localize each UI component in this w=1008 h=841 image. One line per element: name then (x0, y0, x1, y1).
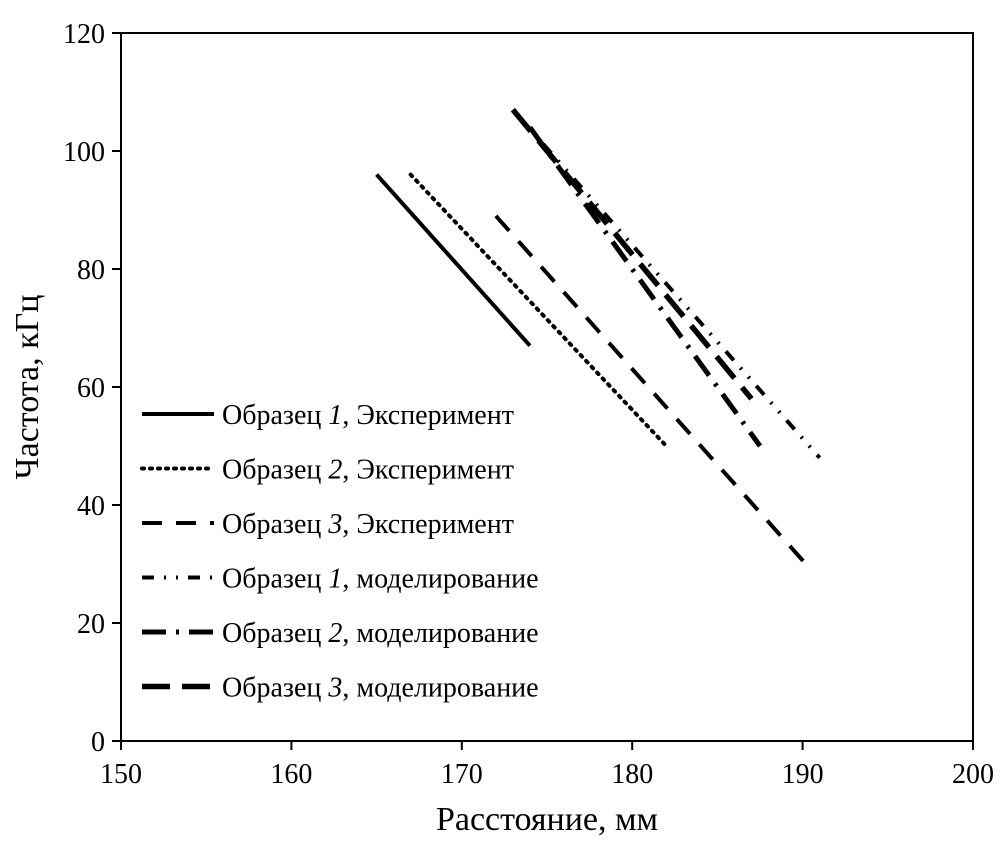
legend-label-number: 2 (328, 618, 342, 649)
legend-label-suffix: , Эксперимент (342, 455, 514, 486)
legend-label-prefix: Образец (222, 673, 328, 704)
y-tick-label: 100 (63, 137, 105, 168)
legend-label-3: Образец 3, Эксперимент (222, 509, 514, 540)
series-line-1 (375, 173, 532, 348)
x-tick-label: 190 (782, 759, 824, 790)
y-tick-label: 120 (63, 19, 105, 50)
legend-label-number: 3 (327, 509, 342, 540)
legend-label-1: Образец 1, Эксперимент (222, 400, 514, 431)
x-axis-label: Расстояние, мм (436, 801, 658, 838)
legend-label-prefix: Образец (222, 509, 328, 540)
axis-ticks: 150 160 170 180 190 200 0 20 40 60 80 100 120 (63, 19, 994, 790)
legend-label-suffix: , моделирование (342, 673, 538, 704)
x-tick-label: 150 (100, 759, 142, 790)
legend-label-4: Образец 1, моделирование (222, 564, 539, 595)
legend-label-prefix: Образец (222, 400, 328, 431)
series-line-3 (494, 214, 813, 572)
legend-label-number: 3 (327, 673, 342, 704)
x-tick-label: 180 (611, 759, 653, 790)
x-tick-label: 170 (441, 759, 483, 790)
series-line-6 (510, 107, 754, 401)
legend-label-prefix: Образец (222, 455, 328, 486)
legend-label-suffix: , Эксперимент (342, 400, 514, 431)
legend-label-2: Образец 2, Эксперимент (222, 455, 514, 486)
series-line-4 (511, 108, 822, 460)
legend-label-5: Образец 2, моделирование (222, 618, 539, 649)
legend-label-suffix: , Эксперимент (342, 509, 514, 540)
y-tick-label: 20 (77, 609, 105, 640)
y-tick-label: 0 (91, 727, 105, 758)
legend-label-prefix: Образец (222, 564, 328, 595)
x-tick-label: 200 (952, 759, 994, 790)
legend-label-prefix: Образец (222, 618, 328, 649)
legend-label-number: 2 (328, 455, 342, 486)
legend-label-6: Образец 3, моделирование (222, 673, 539, 704)
y-axis-label: Частота, кГц (9, 295, 46, 480)
y-tick-label: 80 (77, 255, 105, 286)
series-line-2 (408, 172, 669, 448)
series-lines (375, 107, 822, 572)
legend-label-number: 1 (328, 564, 342, 595)
x-tick-label: 160 (270, 759, 312, 790)
y-tick-label: 40 (77, 491, 105, 522)
legend-label-number: 1 (328, 400, 342, 431)
legend-label-suffix: , моделирование (342, 618, 538, 649)
legend-label-suffix: , моделирование (342, 564, 538, 595)
y-tick-label: 60 (77, 373, 105, 404)
